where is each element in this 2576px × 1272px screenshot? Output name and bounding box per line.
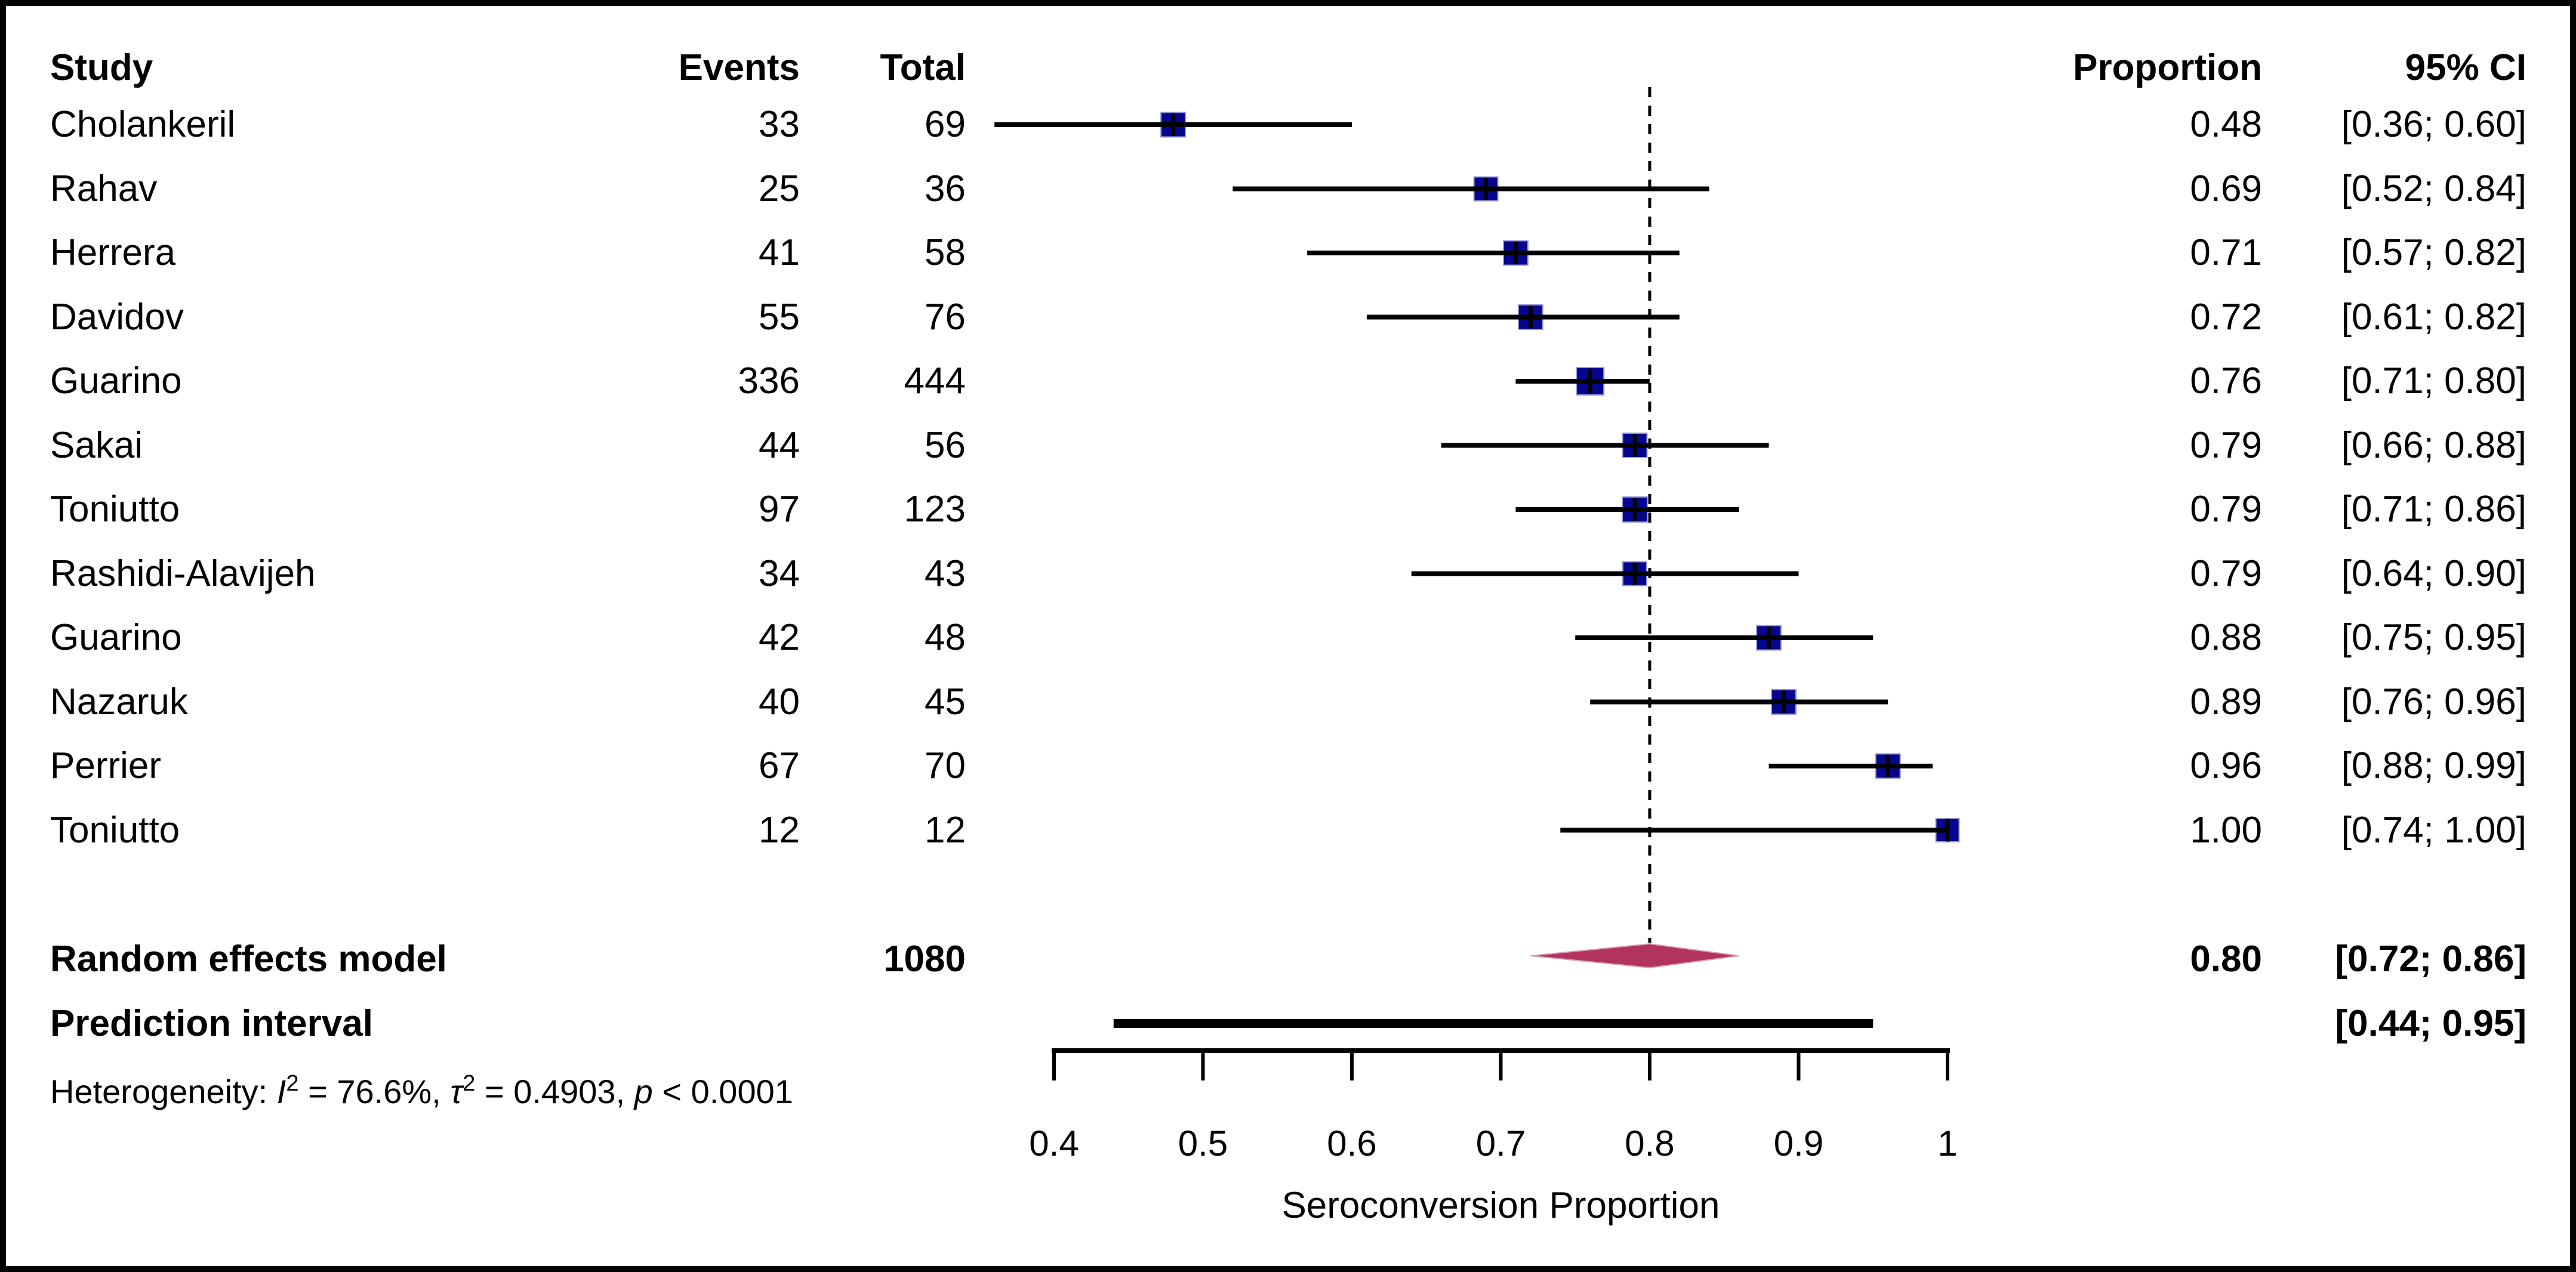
heterogeneity-segment: τ	[450, 1073, 463, 1110]
study-name: Herrera	[50, 232, 176, 273]
heterogeneity-segment: Heterogeneity:	[50, 1073, 277, 1110]
study-total: 36	[925, 168, 966, 209]
study-proportion: 0.71	[2190, 232, 2262, 273]
col-header-study: Study	[50, 47, 153, 88]
study-proportion: 0.76	[2190, 360, 2262, 402]
x-axis-title: Seroconversion Proportion	[1281, 1185, 1720, 1226]
study-proportion: 0.69	[2190, 168, 2262, 209]
study-name: Rashidi-Alavijeh	[50, 553, 316, 594]
col-header-ci: 95% CI	[2405, 47, 2526, 88]
summary-diamond	[1530, 943, 1739, 969]
study-proportion: 0.72	[2190, 297, 2262, 338]
study-total: 56	[925, 425, 966, 466]
study-events: 33	[759, 104, 800, 145]
study-name: Davidov	[50, 297, 184, 338]
study-events: 55	[759, 297, 800, 338]
study-proportion: 0.48	[2190, 104, 2262, 145]
study-events: 67	[759, 745, 800, 786]
study-total: 70	[925, 745, 966, 786]
study-name: Sakai	[50, 425, 143, 466]
study-total: 43	[925, 553, 966, 594]
study-ci: [0.71; 0.80]	[2341, 360, 2526, 402]
heterogeneity-segment: p	[634, 1073, 653, 1110]
study-total: 12	[925, 810, 966, 851]
study-proportion: 1.00	[2190, 810, 2262, 851]
study-events: 336	[738, 360, 800, 402]
heterogeneity-segment: = 76.6%,	[298, 1073, 451, 1110]
study-events: 34	[759, 553, 800, 594]
study-events: 12	[759, 810, 800, 851]
study-proportion: 0.79	[2190, 425, 2262, 466]
study-total: 123	[904, 489, 966, 530]
prediction-interval-bar	[1113, 1019, 1874, 1028]
study-proportion: 0.79	[2190, 489, 2262, 530]
study-total: 76	[925, 297, 966, 338]
study-ci: [0.75; 0.95]	[2341, 617, 2526, 658]
study-ci: [0.36; 0.60]	[2341, 104, 2526, 145]
study-name: Guarino	[50, 360, 182, 402]
study-ci: [0.88; 0.99]	[2341, 745, 2526, 786]
study-name: Rahav	[50, 168, 158, 209]
col-header-proportion: Proportion	[2073, 47, 2262, 88]
summary-ci: [0.72; 0.86]	[2335, 938, 2526, 980]
study-ci: [0.52; 0.84]	[2341, 168, 2526, 209]
study-events: 42	[759, 617, 800, 658]
study-total: 69	[925, 104, 966, 145]
study-total: 45	[925, 681, 966, 723]
heterogeneity-segment: = 0.4903,	[475, 1073, 634, 1110]
study-ci: [0.71; 0.86]	[2341, 489, 2526, 530]
summary-proportion: 0.80	[2190, 938, 2262, 980]
col-header-total: Total	[880, 47, 966, 88]
x-axis-tick-label: 0.8	[1625, 1123, 1675, 1163]
study-proportion: 0.89	[2190, 681, 2262, 723]
study-name: Perrier	[50, 745, 162, 786]
study-proportion: 0.79	[2190, 553, 2262, 594]
x-axis-tick-label: 0.4	[1029, 1123, 1079, 1163]
col-header-events: Events	[678, 47, 800, 88]
heterogeneity-segment: 2	[463, 1071, 476, 1097]
summary-total: 1080	[883, 938, 966, 980]
summary-label: Random effects model	[50, 938, 447, 980]
study-name: Nazaruk	[50, 681, 188, 723]
heterogeneity-segment: < 0.0001	[652, 1073, 793, 1110]
prediction-ci: [0.44; 0.95]	[2335, 1003, 2526, 1044]
study-ci: [0.66; 0.88]	[2341, 425, 2526, 466]
study-ci: [0.57; 0.82]	[2341, 232, 2526, 273]
study-events: 41	[759, 232, 800, 273]
study-total: 48	[925, 617, 966, 658]
study-events: 44	[759, 425, 800, 466]
study-total: 58	[925, 232, 966, 273]
x-axis-tick-label: 0.5	[1178, 1123, 1228, 1163]
study-ci: [0.64; 0.90]	[2341, 553, 2526, 594]
x-axis-tick-label: 1	[1937, 1123, 1958, 1163]
study-ci: [0.74; 1.00]	[2341, 810, 2526, 851]
x-axis-tick-label: 0.7	[1475, 1123, 1526, 1163]
study-events: 40	[759, 681, 800, 723]
heterogeneity-note: Heterogeneity: I2 = 76.6%, τ2 = 0.4903, …	[50, 1068, 793, 1116]
study-events: 25	[759, 168, 800, 209]
study-name: Cholankeril	[50, 104, 236, 145]
study-ci: [0.61; 0.82]	[2341, 297, 2526, 338]
heterogeneity-segment: 2	[286, 1071, 299, 1097]
study-total: 444	[904, 360, 966, 402]
study-proportion: 0.96	[2190, 745, 2262, 786]
study-name: Toniutto	[50, 810, 180, 851]
heterogeneity-segment: I	[276, 1073, 286, 1110]
study-events: 97	[759, 489, 800, 530]
study-ci: [0.76; 0.96]	[2341, 681, 2526, 723]
x-axis-tick-label: 0.6	[1327, 1123, 1377, 1163]
study-name: Toniutto	[50, 489, 180, 530]
x-axis-tick-label: 0.9	[1773, 1123, 1824, 1163]
study-name: Guarino	[50, 617, 182, 658]
prediction-label: Prediction interval	[50, 1003, 373, 1044]
study-proportion: 0.88	[2190, 617, 2262, 658]
